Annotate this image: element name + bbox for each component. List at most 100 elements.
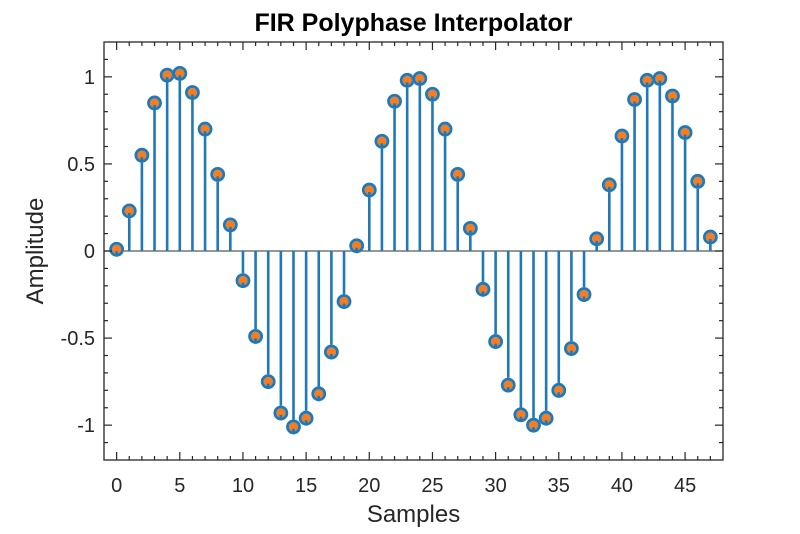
x-tick-label: 5: [174, 475, 185, 497]
stem-point: [627, 92, 642, 251]
marker-dot: [453, 169, 463, 179]
marker-dot: [377, 136, 387, 146]
stem-point: [197, 121, 213, 251]
marker-ring: [526, 417, 541, 433]
marker-ring: [147, 95, 162, 111]
marker-ring: [361, 182, 377, 198]
stem-point: [134, 147, 150, 251]
stem-point: [665, 88, 680, 251]
marker-ring: [387, 93, 402, 109]
marker-dot: [478, 284, 488, 294]
marker-ring: [513, 407, 529, 423]
marker-dot: [352, 241, 362, 251]
x-tick-label: 45: [674, 475, 696, 497]
x-tick-label: 25: [421, 475, 443, 497]
stem-point: [437, 121, 453, 251]
marker-ring: [260, 374, 276, 390]
marker-dot: [225, 220, 235, 230]
marker-dot: [604, 180, 614, 190]
stem-point: [387, 93, 402, 251]
marker-dot: [503, 380, 513, 390]
x-tick-label: 0: [111, 475, 122, 497]
marker-ring: [222, 217, 238, 233]
marker-ring: [134, 147, 150, 163]
marker-dot: [326, 347, 336, 357]
x-tick-label: 10: [232, 475, 254, 497]
stem-point: [235, 251, 251, 289]
marker-ring: [652, 71, 668, 86]
stem-point: [286, 251, 301, 435]
marker-ring: [702, 229, 718, 245]
stem-point: [576, 251, 592, 302]
marker-ring: [349, 238, 365, 254]
marker-dot: [112, 244, 122, 254]
stem-point: [513, 251, 529, 423]
marker-ring: [576, 287, 592, 302]
stem-point: [551, 251, 567, 398]
marker-ring: [462, 220, 478, 236]
marker-dot: [339, 296, 349, 307]
marker-ring: [665, 88, 680, 104]
marker-ring: [248, 328, 263, 344]
stem-point: [210, 166, 226, 251]
marker-dot: [402, 75, 412, 85]
stem-point: [248, 251, 263, 344]
marker-dot: [175, 68, 185, 78]
stem-point: [185, 85, 200, 251]
marker-ring: [210, 166, 226, 182]
marker-dot: [137, 150, 147, 160]
y-tick-label: 0: [84, 241, 95, 263]
y-tick-label: 1: [84, 67, 95, 89]
y-tick-label: -1: [77, 415, 95, 437]
marker-dot: [314, 389, 324, 399]
stem-point: [121, 203, 137, 251]
marker-dot: [149, 98, 160, 108]
marker-ring: [121, 203, 137, 219]
marker-dot: [629, 94, 640, 105]
x-tick-label: 40: [611, 475, 633, 497]
marker-ring: [311, 386, 327, 402]
marker-dot: [705, 232, 715, 242]
marker-dot: [162, 70, 172, 80]
marker-dot: [200, 124, 210, 134]
y-tick-label: 0.5: [67, 154, 95, 176]
marker-ring: [589, 231, 605, 247]
stem-point: [450, 166, 466, 251]
stem-point: [298, 251, 314, 426]
chart-title: FIR Polyphase Interpolator: [254, 9, 573, 37]
marker-dot: [491, 336, 501, 347]
marker-dot: [124, 206, 134, 216]
stem-point: [462, 220, 478, 251]
marker-ring: [273, 405, 289, 421]
stem-point: [639, 72, 655, 251]
marker-dot: [427, 89, 438, 99]
stem-point: [475, 251, 491, 297]
marker-dot: [592, 234, 602, 244]
marker-dot: [566, 343, 577, 354]
marker-ring: [336, 294, 352, 309]
marker-ring: [538, 410, 554, 426]
marker-ring: [197, 121, 213, 137]
stem-point: [311, 251, 327, 402]
y-tick-label: -0.5: [61, 328, 95, 350]
stem-point: [601, 177, 617, 251]
stem-point: [702, 229, 718, 251]
stem-point: [222, 217, 238, 251]
marker-ring: [437, 121, 453, 137]
marker-ring: [412, 71, 428, 86]
marker-dot: [276, 408, 286, 418]
marker-ring: [323, 344, 339, 360]
stem-point: [614, 128, 630, 251]
y-axis-label: Amplitude: [22, 197, 49, 305]
stem-point: [500, 251, 516, 393]
marker-ring: [235, 273, 251, 289]
stem-point: [589, 231, 605, 251]
stem-point: [399, 72, 415, 251]
marker-dot: [250, 331, 261, 341]
marker-dot: [617, 131, 627, 141]
stem-point: [336, 251, 352, 309]
stem-point: [147, 95, 162, 251]
marker-dot: [528, 420, 539, 430]
